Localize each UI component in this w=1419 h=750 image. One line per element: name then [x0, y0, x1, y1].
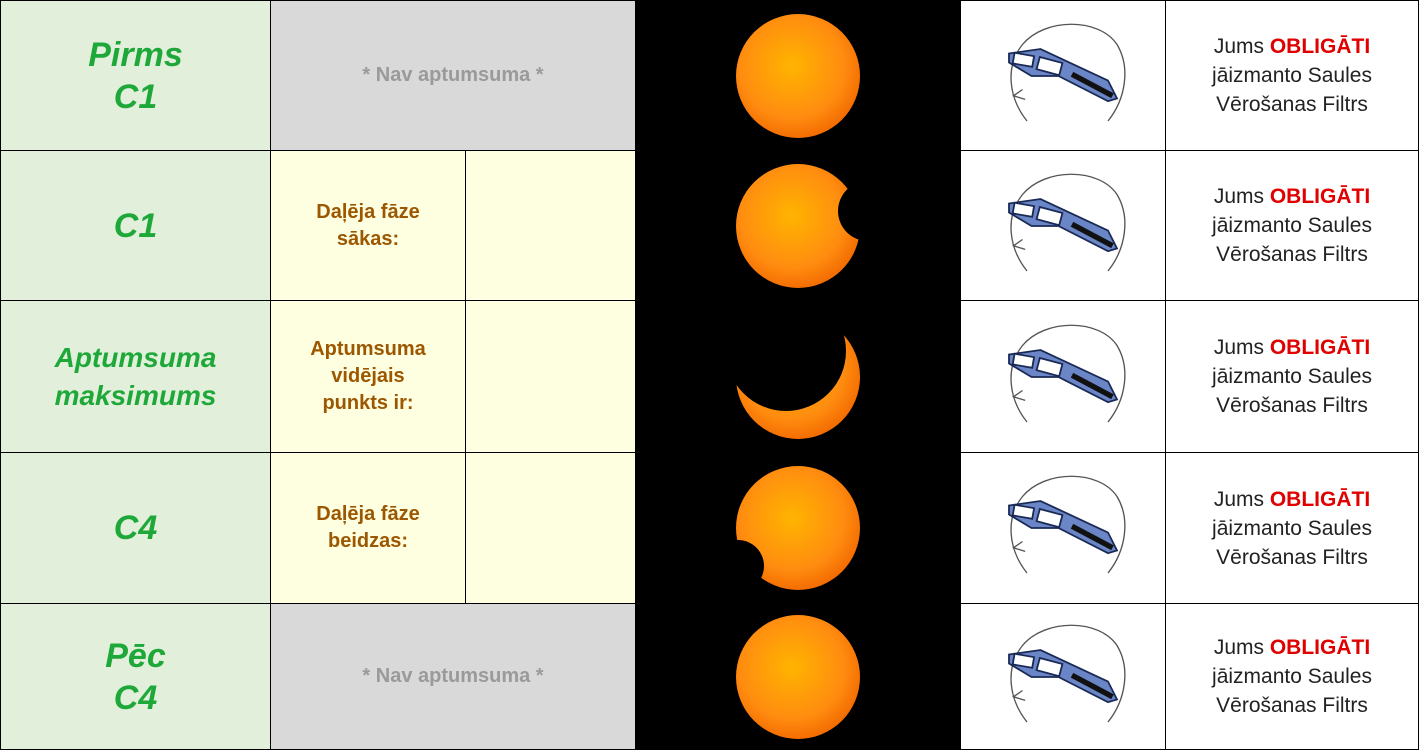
warning-emphasis: OBLIGĀTI	[1270, 35, 1370, 58]
warning-line: jāizmanto Saules	[1212, 662, 1372, 691]
warning-line: Jums OBLIGĀTI	[1214, 333, 1370, 362]
warning-line: Vērošanas Filtrs	[1216, 90, 1368, 119]
warning-line: jāizmanto Saules	[1212, 61, 1372, 90]
glasses-icon	[973, 612, 1153, 742]
event-label: Aptumsuma	[310, 336, 426, 363]
status-text: * Nav aptumsuma *	[362, 64, 543, 87]
phase-label: Aptumsuma	[55, 339, 217, 377]
phase-label: C4	[114, 507, 157, 549]
warning-word: Jums	[1214, 636, 1264, 659]
warning-word: Jums	[1214, 185, 1264, 208]
sun-cell	[635, 300, 961, 453]
event-label: beidzas:	[328, 528, 408, 555]
phase-label: Pēc	[105, 635, 166, 677]
sun-cell	[635, 150, 961, 301]
glasses-cell	[960, 0, 1166, 151]
glasses-cell	[960, 150, 1166, 301]
glasses-icon	[973, 463, 1153, 593]
sun-image	[718, 607, 878, 747]
warning-line: jāizmanto Saules	[1212, 211, 1372, 240]
warning-emphasis: OBLIGĀTI	[1270, 488, 1370, 511]
warning-emphasis: OBLIGĀTI	[1270, 636, 1370, 659]
warning-line: Jums OBLIGĀTI	[1214, 485, 1370, 514]
warning-line: Jums OBLIGĀTI	[1214, 32, 1370, 61]
event-label: Daļēja fāze	[316, 501, 419, 528]
event-label: Daļēja fāze	[316, 199, 419, 226]
phase-label: Pirms	[88, 34, 183, 76]
glasses-icon	[973, 161, 1153, 291]
sun-cell	[635, 452, 961, 604]
warning-word: Jums	[1214, 336, 1264, 359]
sun	[736, 315, 860, 439]
sun	[736, 164, 860, 288]
phase-cell: C4	[0, 452, 271, 604]
sun-image	[718, 6, 878, 146]
phase-cell: C1	[0, 150, 271, 301]
phase-label: C4	[114, 677, 157, 719]
glasses-cell	[960, 603, 1166, 750]
phase-label: C1	[114, 76, 157, 118]
warning-line: Vērošanas Filtrs	[1216, 691, 1368, 720]
sun	[736, 466, 860, 590]
status-text: * Nav aptumsuma *	[362, 665, 543, 688]
sun	[736, 14, 860, 138]
warning-emphasis: OBLIGĀTI	[1270, 185, 1370, 208]
time-cell	[465, 150, 636, 301]
warning-line: jāizmanto Saules	[1212, 362, 1372, 391]
sun-image	[718, 458, 878, 598]
warning-line: jāizmanto Saules	[1212, 514, 1372, 543]
time-cell	[465, 300, 636, 453]
sun-cell	[635, 0, 961, 151]
event-label: vidējais	[331, 363, 404, 390]
warning-line: Vērošanas Filtrs	[1216, 543, 1368, 572]
event-label: sākas:	[337, 226, 399, 253]
warning-line: Vērošanas Filtrs	[1216, 391, 1368, 420]
warning-line: Jums OBLIGĀTI	[1214, 633, 1370, 662]
eclipse-table: PirmsC1* Nav aptumsuma *Jums OBLIGĀTIjāi…	[0, 0, 1419, 749]
sun-image	[718, 307, 878, 447]
phase-label: C1	[114, 205, 157, 247]
time-cell	[465, 452, 636, 604]
phase-label: maksimums	[55, 377, 217, 415]
glasses-cell	[960, 300, 1166, 453]
sun-image	[718, 156, 878, 296]
glasses-icon	[973, 312, 1153, 442]
warning-word: Jums	[1214, 35, 1264, 58]
glasses-icon	[973, 11, 1153, 141]
event-label: punkts ir:	[322, 390, 413, 417]
warning-line: Jums OBLIGĀTI	[1214, 182, 1370, 211]
warning-line: Vērošanas Filtrs	[1216, 240, 1368, 269]
glasses-cell	[960, 452, 1166, 604]
status-cell: * Nav aptumsuma *	[270, 603, 636, 750]
status-cell: * Nav aptumsuma *	[270, 0, 636, 151]
sun	[736, 615, 860, 739]
warning-word: Jums	[1214, 488, 1264, 511]
warning-emphasis: OBLIGĀTI	[1270, 336, 1370, 359]
sun-cell	[635, 603, 961, 750]
